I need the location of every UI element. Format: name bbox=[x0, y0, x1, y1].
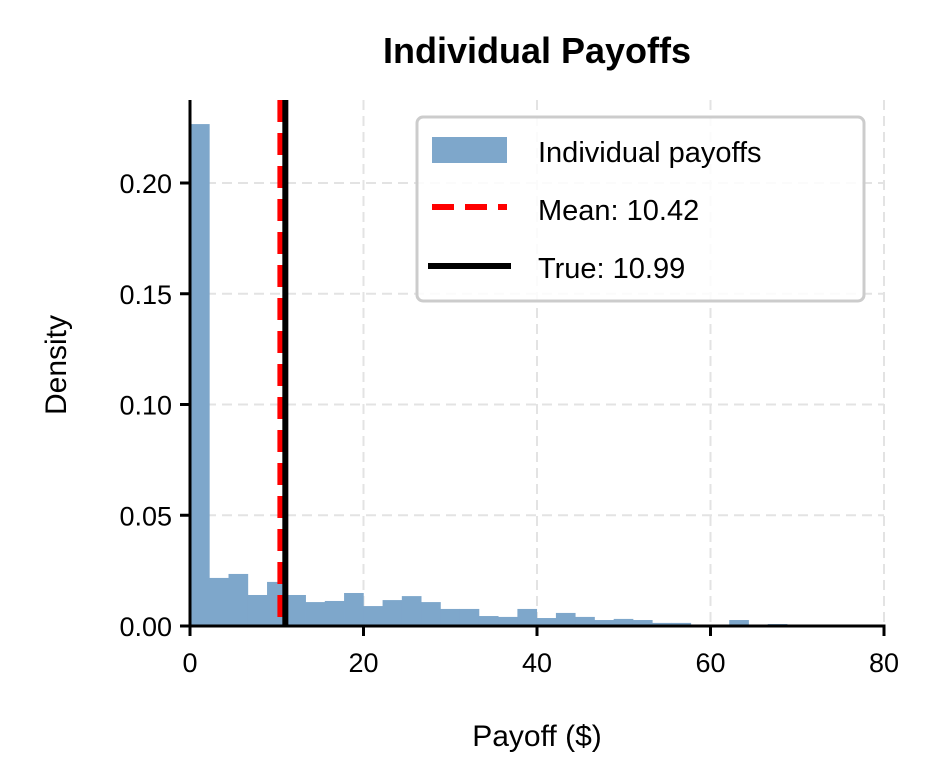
y-tick-label: 0.20 bbox=[119, 169, 172, 199]
y-tick-label: 0.15 bbox=[119, 280, 172, 310]
histogram-bar bbox=[382, 600, 403, 626]
y-tick-label: 0.00 bbox=[119, 612, 172, 642]
histogram-bar bbox=[536, 618, 557, 626]
histogram-bar bbox=[209, 577, 229, 626]
chart-title: Individual Payoffs bbox=[383, 30, 691, 71]
y-tick-label: 0.10 bbox=[119, 391, 172, 421]
histogram-bar bbox=[478, 616, 499, 626]
x-tick-label: 20 bbox=[348, 648, 378, 678]
legend-label-true: True: 10.99 bbox=[538, 253, 685, 285]
histogram-bar bbox=[190, 124, 210, 627]
histogram-bar bbox=[363, 606, 383, 626]
histogram-bar bbox=[440, 608, 461, 626]
legend-label-mean: Mean: 10.42 bbox=[538, 195, 699, 227]
histogram-bar bbox=[594, 620, 615, 626]
histogram-bar bbox=[247, 594, 268, 626]
x-tick-label: 60 bbox=[695, 648, 725, 678]
histogram-bar bbox=[555, 612, 576, 626]
legend-label-histogram: Individual payoffs bbox=[538, 137, 762, 169]
histogram-bar bbox=[575, 616, 595, 626]
histogram-bar bbox=[632, 620, 653, 626]
x-axis-ticks: 0 20 40 60 80 bbox=[182, 626, 899, 678]
histogram-bar bbox=[652, 622, 672, 626]
histogram-bar bbox=[498, 616, 518, 626]
histogram-bar bbox=[401, 596, 422, 626]
histogram-bar bbox=[671, 622, 692, 626]
y-tick-label: 0.05 bbox=[119, 501, 172, 531]
x-tick-label: 40 bbox=[522, 648, 552, 678]
legend-frame bbox=[415, 115, 866, 303]
histogram-bar bbox=[613, 618, 634, 626]
legend-swatch-histogram bbox=[432, 137, 507, 163]
y-axis-label: Density bbox=[40, 315, 73, 415]
x-tick-label: 0 bbox=[182, 648, 197, 678]
legend: Individual payoffs Mean: 10.42 True: 10.… bbox=[415, 115, 866, 303]
histogram-bar bbox=[286, 594, 306, 626]
histogram-bar bbox=[228, 573, 249, 626]
histogram-bar bbox=[344, 592, 364, 626]
histogram-bar bbox=[305, 602, 326, 626]
histogram-bar bbox=[729, 620, 749, 626]
x-axis-label: Payoff ($) bbox=[472, 720, 602, 753]
y-axis-ticks: 0.00 0.05 0.10 0.15 0.20 bbox=[119, 169, 190, 642]
x-tick-label: 80 bbox=[869, 648, 899, 678]
histogram-bar bbox=[421, 602, 441, 626]
histogram-bar bbox=[517, 608, 538, 626]
reference-lines bbox=[277, 100, 289, 626]
histogram-bar bbox=[324, 600, 345, 626]
histogram-bar bbox=[459, 608, 480, 626]
